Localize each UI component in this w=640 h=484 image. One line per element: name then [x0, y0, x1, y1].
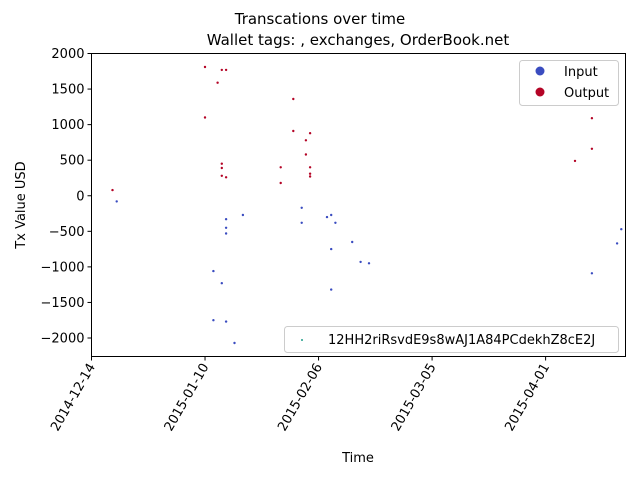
input-point-13: [330, 213, 333, 217]
x-tick-label-3: 2015-03-05: [389, 361, 440, 434]
output-point-12: [292, 97, 295, 101]
x-tick-label-2: 2015-02-06: [275, 361, 326, 434]
legend-output-label: Output: [564, 86, 609, 101]
input-point-0: [115, 200, 118, 203]
input-point-22: [620, 228, 623, 231]
input-point-18: [359, 260, 362, 264]
output-point-18: [308, 172, 312, 175]
input-point-7: [224, 232, 228, 235]
chart-title: Transcations over time: [234, 10, 406, 28]
y-tick-label-7: −1500: [41, 296, 85, 311]
legend: Input Output: [519, 60, 619, 106]
output-point-19: [308, 175, 312, 178]
y-tick-label-4: 0: [76, 189, 84, 204]
input-point-11: [300, 221, 303, 224]
input-point-2: [212, 319, 215, 322]
input-point-14: [330, 247, 333, 251]
output-point-17: [308, 166, 312, 169]
legend-input-marker: [535, 66, 545, 76]
output-point-9: [224, 176, 228, 179]
input-point-12: [325, 215, 329, 219]
output-point-6: [220, 162, 223, 165]
x-tick-label-1: 2015-01-10: [162, 361, 213, 434]
output-point-13: [292, 129, 295, 133]
x-tick-label-0: 2014-12-14: [48, 361, 99, 434]
output-point-2: [203, 116, 207, 119]
y-tick-label-8: −2000: [41, 332, 85, 347]
y-tick-label-3: 500: [60, 154, 85, 169]
input-point-19: [367, 262, 371, 265]
output-point-16: [308, 132, 312, 135]
data-points-layer: [111, 65, 623, 345]
y-tick-label-2: 1000: [51, 118, 84, 133]
y-axis-label: Tx Value USD: [14, 161, 29, 249]
input-point-6: [224, 226, 228, 229]
output-point-22: [590, 147, 594, 150]
input-point-4: [224, 320, 228, 323]
input-point-5: [224, 218, 228, 221]
output-point-5: [224, 68, 228, 72]
output-point-14: [304, 139, 308, 142]
legend-output-marker: [535, 87, 545, 97]
output-point-4: [220, 68, 223, 72]
input-point-17: [351, 240, 354, 244]
output-point-1: [203, 65, 207, 69]
input-point-9: [241, 213, 245, 217]
address-legend-marker: [301, 339, 303, 341]
address-legend-label: 12HH2riRsvdE9s8wAJ1A84PCdekhZ8cE2J: [328, 333, 595, 348]
input-point-21: [615, 242, 619, 245]
output-point-11: [279, 181, 282, 185]
address-legend-box: [284, 326, 619, 353]
input-point-20: [590, 272, 594, 275]
y-tick-label-5: −500: [49, 225, 85, 240]
axes-layer: 2000 1500 1000 500 0 −500 −1000 −1500 −2000 2014-…: [41, 47, 554, 434]
legend-input-label: Input: [564, 65, 598, 80]
output-point-20: [573, 159, 577, 163]
output-point-8: [220, 174, 223, 177]
x-tick-label-4: 2015-04-01: [502, 361, 553, 434]
input-point-15: [330, 288, 333, 291]
y-tick-label-0: 2000: [51, 47, 84, 62]
input-point-16: [334, 221, 337, 224]
output-point-7: [220, 166, 223, 170]
input-point-1: [212, 269, 215, 273]
output-point-0: [111, 188, 114, 192]
output-point-21: [590, 117, 594, 120]
y-tick-label-6: −1000: [41, 260, 85, 275]
input-point-10: [300, 206, 303, 209]
input-point-8: [233, 341, 236, 345]
input-point-3: [220, 282, 223, 285]
output-point-3: [216, 81, 219, 84]
address-legend: 12HH2riRsvdE9s8wAJ1A84PCdekhZ8cE2J: [284, 326, 619, 353]
x-axis-label: Time: [341, 451, 374, 466]
plot-area-frame: [91, 53, 626, 357]
output-point-10: [279, 166, 282, 169]
output-point-15: [304, 153, 308, 156]
chart-subtitle: Wallet tags: , exchanges, OrderBook.net: [207, 31, 510, 49]
y-tick-label-1: 1500: [51, 83, 84, 98]
